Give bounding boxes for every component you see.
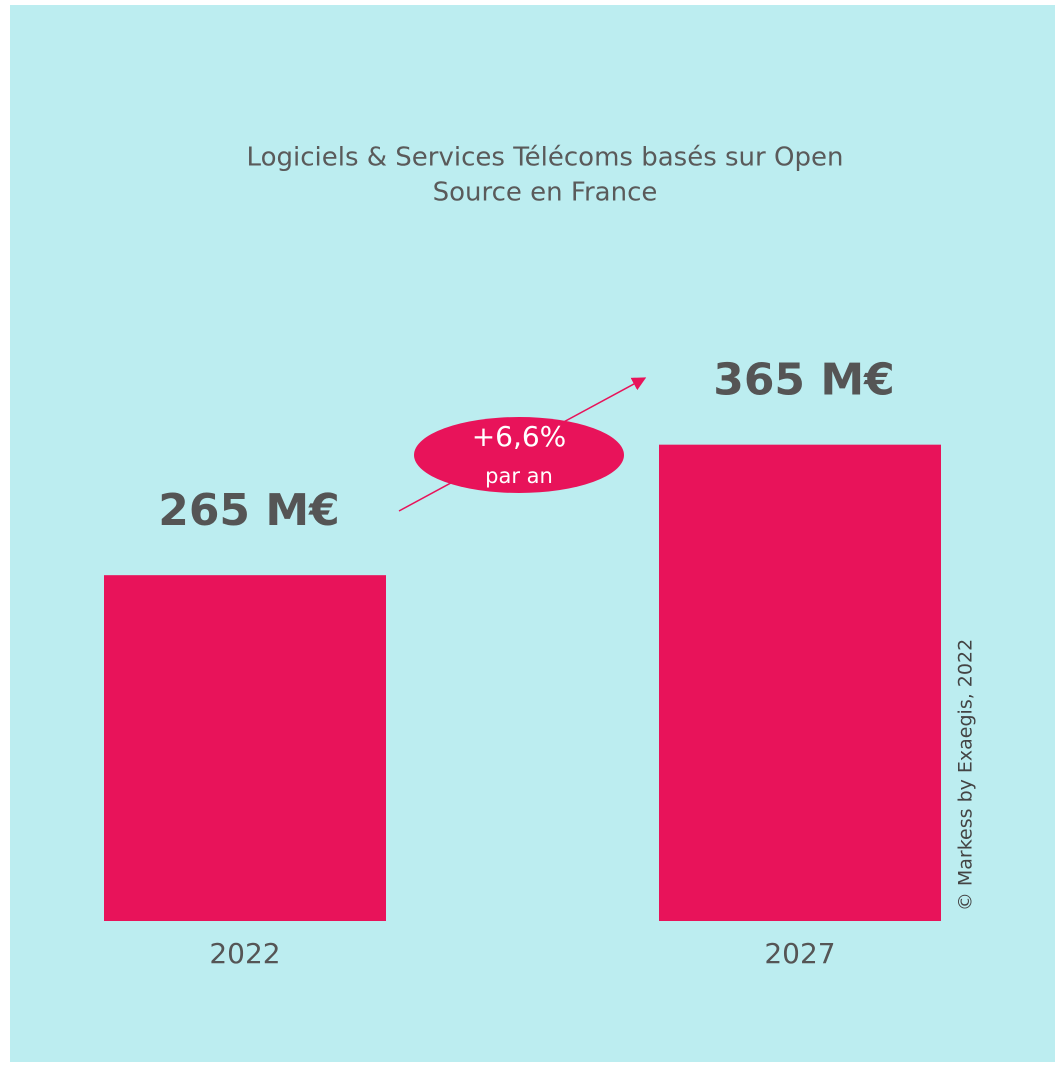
chart-title: Logiciels & Services Télécoms basés sur … (247, 143, 844, 173)
source: © Markess by Exaegis, 2022 (955, 639, 977, 911)
growth-badge (414, 417, 624, 493)
value-label: 365 M€ (713, 355, 895, 406)
growth-period: par an (485, 464, 553, 488)
bar (659, 444, 941, 921)
growth-rate: +6,6% (472, 420, 567, 453)
bar (104, 575, 386, 921)
x-tick-label: 2027 (764, 937, 835, 970)
value-label: 265 M€ (158, 485, 340, 536)
chart-title: Source en France (433, 178, 658, 208)
x-tick-label: 2022 (209, 937, 280, 970)
